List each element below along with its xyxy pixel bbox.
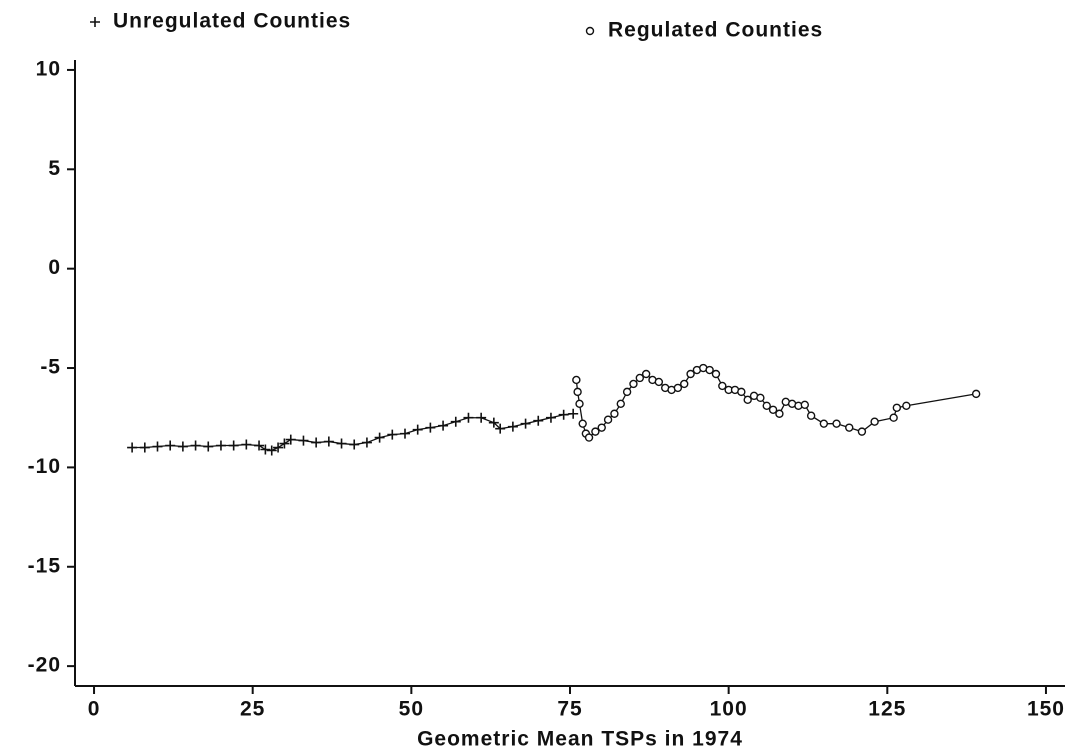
data-point bbox=[800, 400, 810, 409]
x-axis-label: Geometric Mean TSPs in 1974 bbox=[417, 728, 743, 751]
x-tick-label: 50 bbox=[399, 698, 424, 721]
data-point bbox=[279, 438, 290, 449]
data-point bbox=[572, 375, 581, 385]
data-point bbox=[806, 411, 816, 420]
data-point bbox=[298, 435, 309, 446]
x-tick-label: 125 bbox=[868, 698, 906, 721]
data-point bbox=[387, 429, 398, 440]
data-point bbox=[349, 439, 360, 450]
data-point bbox=[889, 413, 898, 422]
data-point bbox=[603, 415, 613, 424]
data-point bbox=[575, 399, 584, 409]
y-tick-label: 10 bbox=[36, 57, 61, 80]
data-point bbox=[591, 427, 600, 436]
x-tick-label: 25 bbox=[240, 698, 265, 721]
data-point bbox=[488, 417, 499, 428]
data-point bbox=[533, 415, 544, 426]
data-point bbox=[743, 395, 752, 405]
legend-label: Regulated Counties bbox=[608, 19, 823, 42]
y-tick-label: 0 bbox=[48, 256, 61, 279]
data-point bbox=[768, 405, 778, 414]
data-point bbox=[775, 409, 784, 418]
data-point bbox=[629, 379, 638, 389]
data-point bbox=[260, 444, 271, 455]
data-point bbox=[495, 423, 506, 434]
data-point bbox=[616, 399, 625, 409]
data-point bbox=[870, 417, 879, 426]
data-point bbox=[273, 442, 284, 453]
data-point bbox=[718, 381, 727, 391]
data-point bbox=[285, 434, 296, 445]
data-point bbox=[190, 440, 201, 451]
data-point bbox=[400, 428, 410, 439]
data-point bbox=[832, 419, 841, 428]
data-point bbox=[711, 369, 721, 379]
data-point bbox=[737, 387, 746, 397]
data-point bbox=[412, 424, 423, 435]
data-point bbox=[857, 427, 867, 436]
data-point bbox=[635, 373, 645, 383]
y-tick-label: -10 bbox=[28, 455, 61, 478]
data-point bbox=[545, 412, 556, 423]
data-point bbox=[971, 389, 981, 399]
data-point bbox=[654, 377, 664, 387]
data-point bbox=[476, 412, 487, 423]
data-point bbox=[597, 423, 606, 432]
y-tick-label: -20 bbox=[28, 654, 61, 677]
data-point bbox=[845, 423, 854, 432]
data-point bbox=[374, 432, 385, 443]
x-tick-label: 75 bbox=[557, 698, 582, 721]
y-tick-label: 5 bbox=[48, 157, 61, 180]
legend-marker bbox=[90, 17, 100, 27]
data-point bbox=[139, 442, 150, 453]
data-point bbox=[520, 418, 531, 429]
data-point bbox=[438, 420, 449, 431]
data-point bbox=[558, 409, 569, 420]
data-point bbox=[336, 438, 347, 449]
data-point bbox=[450, 416, 461, 427]
data-point bbox=[680, 379, 689, 389]
data-point bbox=[819, 419, 829, 428]
data-point bbox=[215, 440, 226, 451]
data-point bbox=[686, 369, 695, 379]
data-point bbox=[361, 437, 372, 448]
data-point bbox=[266, 445, 277, 456]
x-tick-label: 100 bbox=[710, 698, 748, 721]
data-point bbox=[507, 421, 518, 432]
data-point bbox=[705, 365, 714, 375]
data-point bbox=[573, 387, 582, 397]
data-point bbox=[578, 419, 587, 428]
data-point bbox=[323, 436, 334, 447]
legend-label: Unregulated Counties bbox=[113, 10, 351, 33]
data-point bbox=[756, 393, 765, 403]
data-point bbox=[584, 433, 594, 442]
legend-marker bbox=[585, 26, 595, 36]
data-point bbox=[228, 440, 239, 451]
data-point bbox=[177, 441, 188, 452]
x-tick-label: 0 bbox=[88, 698, 101, 721]
data-point bbox=[311, 437, 322, 448]
data-point bbox=[203, 441, 214, 452]
data-point bbox=[641, 369, 651, 379]
x-tick-label: 150 bbox=[1027, 698, 1065, 721]
y-tick-label: -5 bbox=[40, 356, 61, 379]
data-point bbox=[425, 422, 436, 433]
data-point bbox=[610, 409, 619, 418]
data-point bbox=[152, 441, 163, 452]
data-point bbox=[165, 440, 176, 451]
data-point bbox=[241, 439, 252, 450]
data-point bbox=[568, 408, 579, 419]
data-point bbox=[622, 387, 632, 397]
data-point bbox=[762, 401, 771, 410]
data-point bbox=[902, 401, 911, 410]
data-point bbox=[254, 440, 265, 451]
data-point bbox=[892, 403, 902, 412]
y-tick-label: -15 bbox=[28, 554, 61, 577]
data-point bbox=[673, 383, 683, 393]
data-point bbox=[127, 442, 138, 453]
data-point bbox=[463, 412, 474, 423]
